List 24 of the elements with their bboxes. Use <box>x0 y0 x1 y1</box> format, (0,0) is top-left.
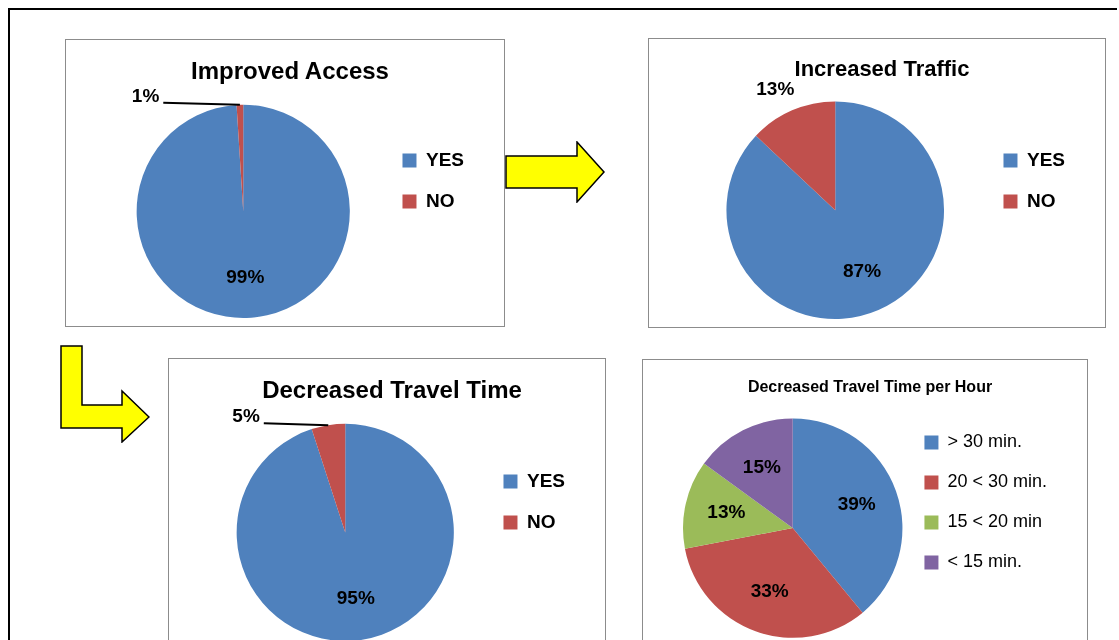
chart-title: Improved Access <box>191 57 389 85</box>
data-label: 87% <box>843 260 882 282</box>
legend-label: < 15 min. <box>947 551 1022 572</box>
chart-title: Decreased Travel Time <box>262 376 522 404</box>
data-label: 39% <box>837 493 876 515</box>
legend-label: 15 < 20 min <box>947 511 1042 532</box>
data-label: 1% <box>131 85 160 107</box>
legend-label: NO <box>425 189 455 211</box>
legend-label: YES <box>526 469 566 491</box>
chart-title: Increased Traffic <box>794 56 970 82</box>
legend-label: YES <box>425 148 465 170</box>
legend-label: NO <box>526 510 556 532</box>
data-label: 13% <box>756 78 795 100</box>
data-label: 33% <box>750 580 789 602</box>
data-label: 95% <box>336 587 375 609</box>
data-label: 15% <box>742 455 781 477</box>
data-label: 99% <box>226 265 265 287</box>
legend-label: > 30 min. <box>947 431 1022 452</box>
legend-label: YES <box>1026 148 1066 170</box>
data-label: 5% <box>232 405 260 427</box>
chart-title: Decreased Travel Time per Hour <box>747 378 993 396</box>
legend-label: NO <box>1026 189 1056 211</box>
legend-label: 20 < 30 min. <box>947 471 1047 492</box>
data-label: 13% <box>707 501 746 523</box>
